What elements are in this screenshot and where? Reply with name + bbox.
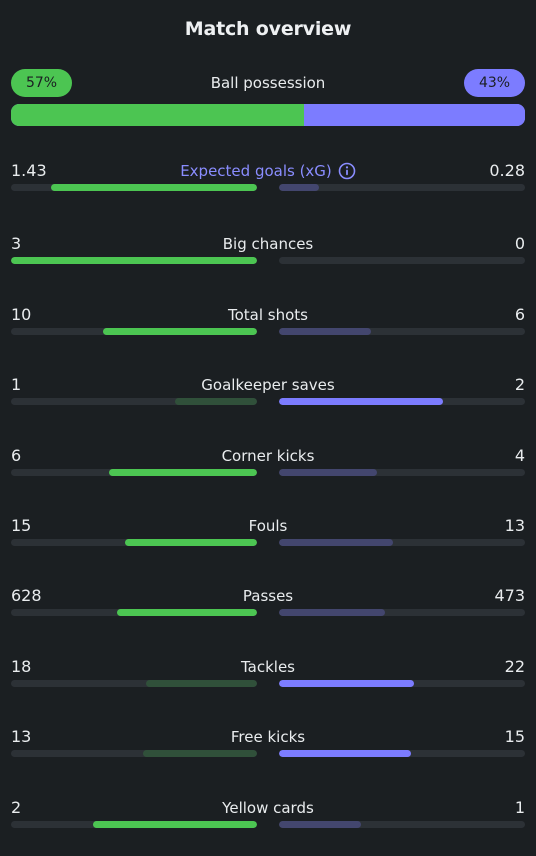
stat-row: 18 Tackles 22: [11, 656, 525, 701]
away-bar-fill: [279, 328, 372, 335]
home-value: 3: [11, 234, 22, 253]
home-bar-fill: [11, 257, 257, 264]
home-bar-track: [11, 539, 257, 546]
away-value: 22: [504, 657, 525, 676]
home-bar-track: [11, 184, 257, 191]
away-bar-track: [279, 398, 525, 405]
home-value: 10: [11, 305, 32, 324]
home-bar-track: [11, 469, 257, 476]
home-value: 15: [11, 516, 32, 535]
possession-bar-away: [303, 104, 525, 126]
stat-label-text: Total shots: [228, 306, 308, 324]
away-value: 13: [504, 516, 525, 535]
stat-label-text: Goalkeeper saves: [201, 376, 335, 394]
home-value: 1: [11, 375, 22, 394]
away-bar-track: [279, 184, 525, 191]
away-value: 473: [494, 586, 525, 605]
stat-label-text: Yellow cards: [222, 799, 314, 817]
stat-label: Tackles: [11, 656, 525, 678]
away-bar-fill: [279, 398, 444, 405]
possession-bar-home: [11, 104, 304, 126]
stat-label: Free kicks: [11, 726, 525, 748]
home-bar-fill: [116, 609, 257, 616]
possession-header: 57% Ball possession 43%: [11, 69, 525, 97]
away-bar-track: [279, 257, 525, 264]
home-bar-fill: [109, 469, 257, 476]
info-icon[interactable]: [338, 162, 356, 180]
home-bar-track: [11, 821, 257, 828]
away-bar-fill: [279, 184, 320, 191]
away-bar-track: [279, 539, 525, 546]
away-bar-track: [279, 750, 525, 757]
home-bar-fill: [142, 750, 257, 757]
away-value: 6: [514, 305, 525, 324]
away-bar-fill: [279, 750, 411, 757]
home-bar-fill: [103, 328, 257, 335]
stat-row: 1 Goalkeeper saves 2: [11, 374, 525, 419]
home-value: 1.43: [11, 161, 47, 180]
home-value: 18: [11, 657, 32, 676]
stat-row: 3 Big chances 0: [11, 233, 525, 278]
away-value: 1: [514, 798, 525, 817]
possession-bar: [11, 104, 525, 126]
stat-label: Total shots: [11, 304, 525, 326]
stat-row: 13 Free kicks 15: [11, 726, 525, 771]
stat-label-text: Expected goals (xG): [180, 162, 332, 180]
home-bar-track: [11, 257, 257, 264]
home-possession-badge: 57%: [11, 69, 72, 97]
home-bar-track: [11, 750, 257, 757]
away-bar-track: [279, 609, 525, 616]
away-bar-fill: [279, 680, 415, 687]
stat-label-text: Free kicks: [230, 728, 306, 746]
stat-row: 15 Fouls 13: [11, 515, 525, 560]
home-bar-fill: [146, 680, 257, 687]
home-bar-fill: [125, 539, 257, 546]
stat-row: 2 Yellow cards 1: [11, 797, 525, 842]
home-bar-fill: [92, 821, 257, 828]
home-bar-track: [11, 398, 257, 405]
home-bar-track: [11, 680, 257, 687]
home-bar-track: [11, 328, 257, 335]
stat-label-text: Big chances: [222, 235, 314, 253]
stat-row: 628 Passes 473: [11, 585, 525, 630]
stat-label-text: Fouls: [248, 517, 288, 535]
home-value: 13: [11, 727, 32, 746]
page-title: Match overview: [184, 18, 352, 40]
stat-label: Goalkeeper saves: [11, 374, 525, 396]
home-bar-fill: [175, 398, 257, 405]
away-value: 2: [514, 375, 525, 394]
away-bar-track: [279, 469, 525, 476]
away-bar-fill: [279, 469, 378, 476]
stat-row: 6 Corner kicks 4: [11, 445, 525, 490]
home-value: 2: [11, 798, 22, 817]
stat-label[interactable]: Expected goals (xG): [11, 160, 525, 182]
home-bar-track: [11, 609, 257, 616]
home-value: 628: [11, 586, 42, 605]
stat-row: 1.43 Expected goals (xG) 0.28: [11, 160, 525, 205]
away-value: 0: [514, 234, 525, 253]
stat-label: Passes: [11, 585, 525, 607]
stat-label-text: Tackles: [240, 658, 296, 676]
stat-label-text: Passes: [242, 587, 294, 605]
away-bar-fill: [279, 609, 385, 616]
stat-label: Corner kicks: [11, 445, 525, 467]
stat-label: Big chances: [11, 233, 525, 255]
away-bar-track: [279, 328, 525, 335]
away-bar-fill: [279, 539, 394, 546]
home-value: 6: [11, 446, 22, 465]
stat-label: Fouls: [11, 515, 525, 537]
stat-label: Yellow cards: [11, 797, 525, 819]
away-bar-fill: [279, 821, 361, 828]
away-bar-track: [279, 680, 525, 687]
away-possession-badge: 43%: [464, 69, 525, 97]
stat-label-text: Corner kicks: [221, 447, 315, 465]
home-bar-fill: [51, 184, 257, 191]
away-value: 4: [514, 446, 525, 465]
away-bar-track: [279, 821, 525, 828]
away-value: 0.28: [489, 161, 525, 180]
possession-label: Ball possession: [210, 74, 326, 92]
away-value: 15: [504, 727, 525, 746]
stat-row: 10 Total shots 6: [11, 304, 525, 349]
